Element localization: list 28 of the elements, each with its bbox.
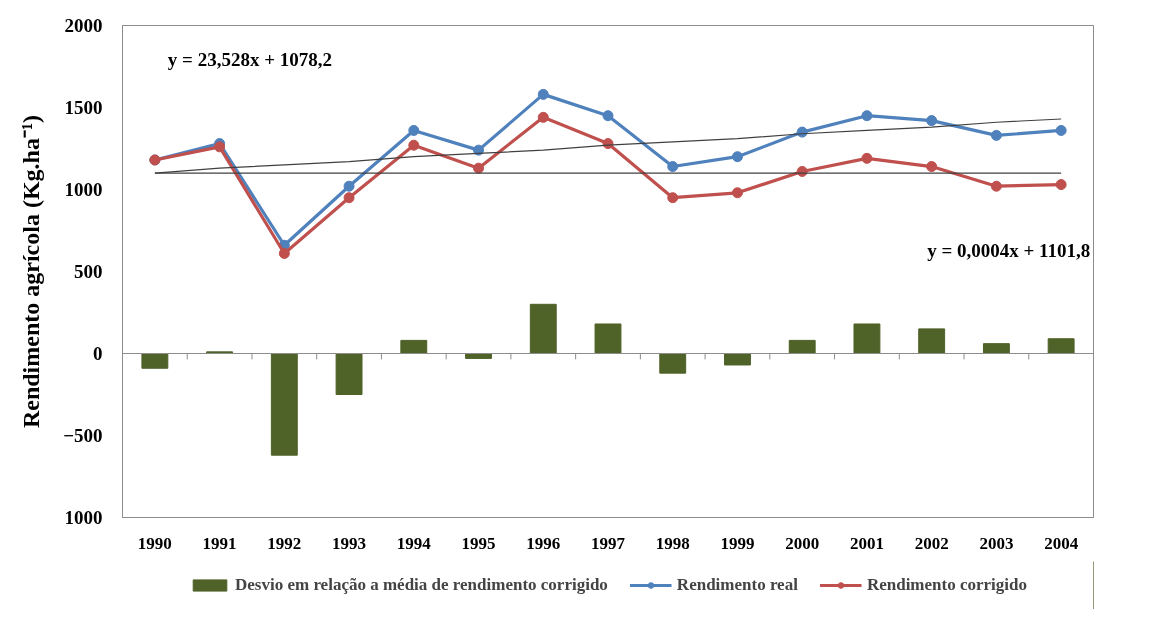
x-tick-label: 2003 (979, 533, 1014, 553)
x-tick-label: 1990 (137, 533, 172, 553)
y-tick-label: 0 (93, 343, 103, 364)
x-tick-label: 1998 (655, 533, 690, 553)
y-tick-label: 2000 (64, 15, 103, 36)
x-tick-label: 1995 (461, 533, 496, 553)
y-tick-label: 1500 (64, 97, 103, 118)
legend-label: Desvio em relação a média de rendimento corrigido (235, 575, 608, 595)
y-tick-label: −500 (63, 425, 103, 446)
y-tick-label: 500 (74, 261, 103, 282)
y-tick-label: 1000 (64, 179, 103, 200)
legend-label: Rendimento real (676, 575, 798, 595)
y-axis-title: Rendimento agrícola (Kg.ha⁻¹) (18, 114, 45, 429)
x-tick-label: 1996 (526, 533, 561, 553)
y-tick-label: 1000 (64, 507, 103, 528)
x-tick-label: 2001 (849, 533, 884, 553)
annotation: y = 23,528x + 1078,2 (167, 49, 332, 71)
x-tick-label: 2002 (914, 533, 949, 553)
x-tick-label: 2004 (1044, 533, 1079, 553)
x-tick-label: 2000 (785, 533, 820, 553)
x-tick-label: 1992 (267, 533, 302, 553)
x-tick-label: 1997 (591, 533, 626, 553)
annotation: y = 0,0004x + 1101,8 (927, 239, 1091, 261)
x-tick-label: 1994 (396, 533, 432, 553)
legend-label: Rendimento corrigido (866, 575, 1027, 595)
x-tick-label: 1991 (202, 533, 237, 553)
x-tick-label: 1999 (720, 533, 755, 553)
x-tick-label: 1993 (332, 533, 367, 553)
